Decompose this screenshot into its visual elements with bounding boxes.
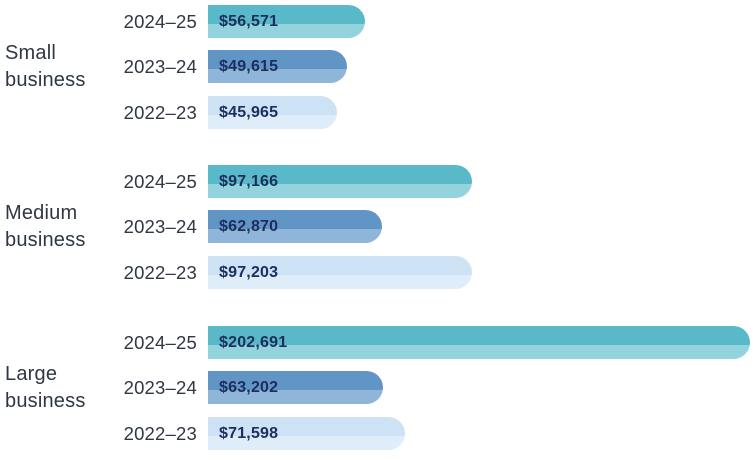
- value-label: $45,965: [219, 103, 279, 121]
- bar: $49,615: [208, 50, 347, 83]
- value-label: $97,166: [219, 172, 279, 190]
- bar: $45,965: [208, 96, 337, 129]
- value-label: $71,598: [219, 424, 279, 442]
- value-label: $97,203: [219, 263, 279, 281]
- category-label: Small business: [5, 42, 86, 91]
- value-label: $62,870: [219, 217, 279, 235]
- year-label: 2024–25: [123, 10, 197, 32]
- year-label: 2022–23: [123, 261, 197, 283]
- value-label: $63,202: [219, 378, 279, 396]
- bar: $62,870: [208, 210, 382, 243]
- bar: $97,203: [208, 256, 472, 289]
- year-label: 2024–25: [123, 331, 197, 353]
- bar: $97,166: [208, 165, 472, 198]
- category-label: Large business: [5, 363, 86, 412]
- value-label: $202,691: [219, 333, 288, 351]
- year-label: 2024–25: [123, 170, 197, 192]
- bar: $63,202: [208, 371, 383, 404]
- category-label: Medium business: [5, 202, 86, 251]
- year-label: 2022–23: [123, 101, 197, 123]
- value-label: $56,571: [219, 12, 279, 30]
- bar: $56,571: [208, 5, 365, 38]
- bar: $71,598: [208, 417, 405, 450]
- value-label: $49,615: [219, 57, 279, 75]
- year-label: 2023–24: [123, 376, 197, 398]
- year-label: 2023–24: [123, 55, 197, 77]
- bar: $202,691: [208, 326, 750, 359]
- year-label: 2022–23: [123, 422, 197, 444]
- year-label: 2023–24: [123, 215, 197, 237]
